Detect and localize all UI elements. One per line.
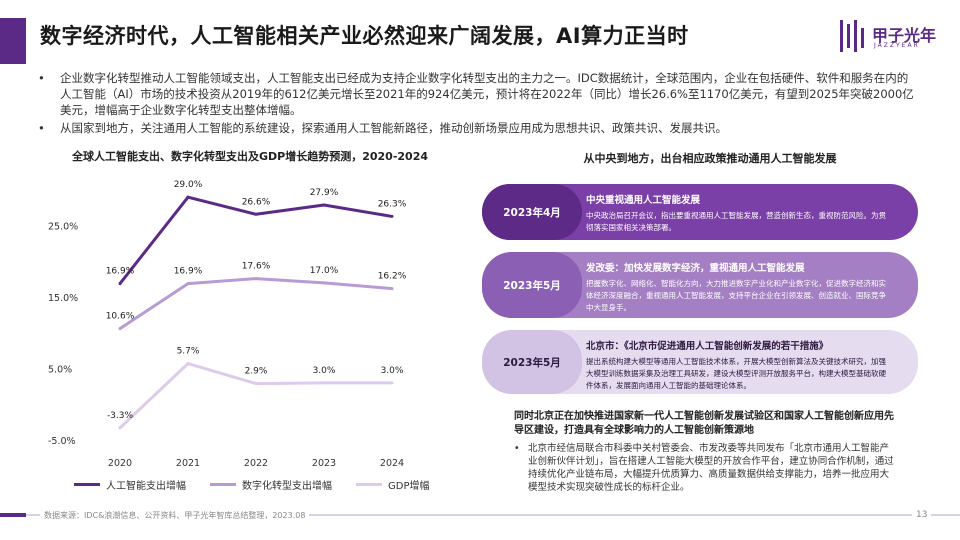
data-point: [186, 282, 190, 286]
x-tick-label: 2022: [244, 458, 268, 469]
data-point: [390, 381, 394, 385]
data-label: 16.9%: [174, 267, 203, 277]
logo-text: 甲子光年: [872, 26, 937, 45]
data-label: 16.9%: [106, 267, 135, 277]
data-label: 29.0%: [174, 180, 203, 190]
y-tick-label: -5.0%: [48, 436, 76, 447]
policy-card: 2023年5月 北京市：《北京市促进通用人工智能创新发展的若干措施》 提出系统构…: [482, 330, 918, 394]
policy-card: 2023年4月 中央重视通用人工智能发展 中央政治局召开会议，指出要重视通用人工…: [482, 184, 918, 240]
legend-swatch-gdp: [356, 483, 382, 486]
logo-subtext: JAZZYEAR: [874, 42, 920, 49]
page-title: 数字经济时代，人工智能相关产业必然迎来广阔发展，AI算力正当时: [40, 24, 689, 48]
policy-date: 2023年5月: [482, 330, 582, 394]
policy-body: 把握数字化、网络化、智能化方向，大力推进数字产业化和产业数字化，促进数字经济和实…: [586, 279, 886, 312]
data-label: 26.3%: [378, 199, 407, 209]
policy-date: 2023年4月: [482, 184, 582, 240]
y-tick-label: 5.0%: [48, 365, 72, 376]
legend-item-gdp: GDP增幅: [356, 477, 429, 492]
policy-title: 发改委：加快发展数字经济，重视通用人工智能发展: [586, 263, 805, 274]
data-point: [254, 212, 258, 216]
data-label: 3.0%: [313, 366, 336, 376]
data-label: 10.6%: [106, 312, 135, 322]
data-label: 2.9%: [245, 367, 268, 377]
data-point: [186, 195, 190, 199]
legend-label-digital: 数字化转型支出增幅: [242, 481, 332, 492]
data-point: [322, 281, 326, 285]
legend-label-gdp: GDP增幅: [388, 481, 430, 492]
data-source: 数据来源：IDC&浪潮信息、公开资料、甲子光年智库总结整理，2023.08: [40, 510, 310, 521]
intro-bullet: 从国家到地方，关注通用人工智能的系统建设，探索通用人工智能新路径，推动创新场景应…: [36, 120, 916, 136]
data-point: [390, 287, 394, 291]
x-tick-label: 2023: [312, 458, 336, 469]
x-tick-label: 2020: [108, 458, 132, 469]
data-label: 17.6%: [242, 262, 271, 272]
policy-card: 2023年5月 发改委：加快发展数字经济，重视通用人工智能发展 把握数字化、网络…: [482, 252, 918, 318]
data-point: [390, 214, 394, 218]
legend-swatch-ai: [74, 483, 100, 486]
y-tick-label: 25.0%: [48, 222, 78, 233]
data-label: 16.2%: [378, 272, 407, 282]
title-accent-bar: [0, 18, 26, 64]
footer-divider: [0, 514, 960, 516]
data-point: [254, 382, 258, 386]
data-point: [118, 426, 122, 430]
series-line-1: [119, 277, 393, 330]
data-label: -3.3%: [107, 411, 134, 421]
legend-item-ai: 人工智能支出增幅: [74, 477, 186, 492]
beijing-title: 同时北京正在加快推进国家新一代人工智能创新发展试验区和国家人工智能创新应用先导区…: [514, 411, 894, 436]
chart-legend: 人工智能支出增幅 数字化转型支出增幅 GDP增幅: [74, 477, 474, 492]
intro-bullet: 企业数字化转型推动人工智能领域支出，人工智能支出已经成为支持企业数字化转型支出的…: [36, 70, 916, 118]
policy-body: 中央政治局召开会议，指出要重视通用人工智能发展，营造创新生态，重视防范风险。为贯…: [586, 211, 886, 232]
chart-title: 全球人工智能支出、数字化转型支出及GDP增长趋势预测，2020-2024: [71, 150, 429, 163]
data-point: [322, 203, 326, 207]
legend-swatch-digital: [210, 483, 236, 486]
logo-mark-icon: [840, 20, 864, 52]
data-point: [118, 327, 122, 331]
data-label: 17.0%: [310, 266, 339, 276]
data-label: 26.6%: [242, 197, 271, 207]
data-label: 5.7%: [177, 347, 200, 357]
intro-bullets: 企业数字化转型推动人工智能领域支出，人工智能支出已经成为支持企业数字化转型支出的…: [36, 70, 916, 138]
data-label: 3.0%: [381, 366, 404, 376]
x-tick-label: 2021: [176, 458, 200, 469]
x-tick-label: 2024: [380, 458, 404, 469]
policy-date: 2023年5月: [482, 252, 582, 318]
policy-title: 中央重视通用人工智能发展: [586, 195, 701, 206]
data-point: [322, 381, 326, 385]
data-point: [118, 282, 122, 286]
logo: 甲子光年 JAZZYEAR: [838, 14, 948, 58]
page-number: 13: [912, 510, 932, 520]
data-point: [254, 277, 258, 281]
footer-accent: [0, 513, 26, 517]
legend-item-digital: 数字化转型支出增幅: [210, 477, 332, 492]
policy-title: 北京市：《北京市促进通用人工智能创新发展的若干措施》: [586, 341, 829, 352]
growth-line-chart: 25.0% 15.0% 5.0% -5.0% 2020 2021 2022 2023 2024 1…: [48, 180, 407, 469]
policy-body: 提出系统构建大模型等通用人工智能技术体系，开展大模型创新算法及关键技术研究，加强…: [586, 357, 886, 390]
y-tick-label: 15.0%: [48, 293, 78, 304]
beijing-bullet: 北京市经信局联合市科委中关村管委会、市发改委等共同发布「北京市通用人工智能产业创…: [514, 442, 894, 494]
data-point: [186, 362, 190, 366]
legend-label-ai: 人工智能支出增幅: [106, 481, 186, 492]
data-label: 27.9%: [310, 188, 339, 198]
policy-section-title: 从中央到地方，出台相应政策推动通用人工智能发展: [583, 152, 837, 165]
